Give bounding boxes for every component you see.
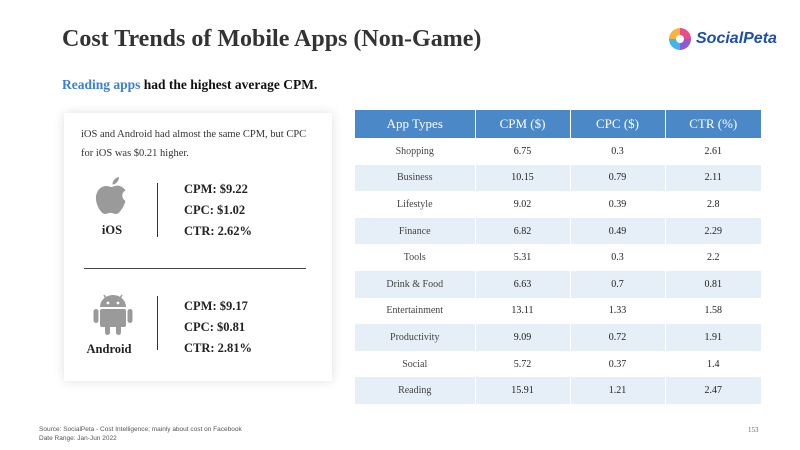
table-row: Drink & Food 6.63 0.7 0.81 xyxy=(355,270,761,298)
value-cell: 2.29 xyxy=(665,217,761,245)
page-number: 153 xyxy=(748,426,759,434)
date-range: Date Range: Jan-Jun 2022 xyxy=(39,434,117,442)
column-header: CPM ($) xyxy=(475,110,571,138)
value-cell: 1.33 xyxy=(570,297,666,325)
value-cell: 0.7 xyxy=(570,270,666,298)
table-row: Productivity 9.09 0.72 1.91 xyxy=(355,324,761,351)
socialpeta-logo: SocialPeta xyxy=(668,26,777,52)
source-note: Source: SocialPeta - Cost Intelligence; … xyxy=(39,426,242,433)
ios-divider xyxy=(157,183,158,237)
table-row: Lifestyle 9.02 0.39 2.8 xyxy=(355,191,761,218)
android-icon xyxy=(93,294,133,335)
app-type-cell: Drink & Food xyxy=(355,270,476,298)
app-type-cell: Tools xyxy=(355,244,476,271)
value-cell: 1.21 xyxy=(570,377,666,404)
value-cell: 9.02 xyxy=(475,191,571,218)
value-cell: 10.15 xyxy=(475,164,571,192)
value-cell: 5.72 xyxy=(475,350,571,378)
app-types-cost-table: App Types CPM ($) CPC ($) CTR (%) Shoppi… xyxy=(355,110,761,404)
value-cell: 2.61 xyxy=(665,138,761,165)
page-title: Cost Trends of Mobile Apps (Non-Game) xyxy=(62,26,482,52)
ios-ctr: CTR: 2.62% xyxy=(184,224,253,238)
value-cell: 5.31 xyxy=(475,244,571,271)
value-cell: 6.82 xyxy=(475,217,571,245)
subtitle: Reading apps had the highest average CPM… xyxy=(62,77,317,93)
table-row: Shopping 6.75 0.3 2.61 xyxy=(355,138,761,165)
subtitle-highlight: Reading apps xyxy=(62,77,141,92)
android-cpc: CPC: $0.81 xyxy=(184,320,246,334)
value-cell: 6.75 xyxy=(475,138,571,165)
platform-separator xyxy=(84,268,306,269)
ios-cpm: CPM: $9.22 xyxy=(184,182,248,196)
value-cell: 13.11 xyxy=(475,297,571,325)
value-cell: 2.11 xyxy=(665,164,761,192)
ios-label: iOS xyxy=(101,223,123,237)
apple-icon xyxy=(95,177,126,215)
value-cell: 2.2 xyxy=(665,244,761,271)
ios-cpc: CPC: $1.02 xyxy=(184,203,246,217)
app-type-cell: Reading xyxy=(355,377,476,404)
android-label: Android xyxy=(86,342,132,356)
column-header: CTR (%) xyxy=(665,110,761,138)
value-cell: 0.79 xyxy=(570,164,666,192)
value-cell: 0.39 xyxy=(570,191,666,218)
value-cell: 0.81 xyxy=(665,270,761,298)
platform-comparison-card: iOS and Android had almost the same CPM,… xyxy=(64,113,332,381)
table-row: Entertainment 13.11 1.33 1.58 xyxy=(355,297,761,325)
column-header: App Types xyxy=(355,110,476,138)
table-row: Tools 5.31 0.3 2.2 xyxy=(355,244,761,271)
column-header: CPC ($) xyxy=(570,110,666,138)
app-type-cell: Productivity xyxy=(355,324,476,351)
app-type-cell: Business xyxy=(355,164,476,192)
value-cell: 15.91 xyxy=(475,377,571,404)
table-row: Reading 15.91 1.21 2.47 xyxy=(355,377,761,404)
value-cell: 2.47 xyxy=(665,377,761,404)
value-cell: 0.3 xyxy=(570,244,666,271)
app-type-cell: Shopping xyxy=(355,138,476,165)
subtitle-rest: had the highest average CPM. xyxy=(140,77,318,92)
value-cell: 1.58 xyxy=(665,297,761,325)
value-cell: 0.37 xyxy=(570,350,666,378)
value-cell: 2.8 xyxy=(665,191,761,218)
value-cell: 0.3 xyxy=(570,138,666,165)
value-cell: 9.09 xyxy=(475,324,571,351)
socialpeta-logo-icon xyxy=(669,28,691,50)
table-row: Finance 6.82 0.49 2.29 xyxy=(355,217,761,245)
value-cell: 0.72 xyxy=(570,324,666,351)
ios-stats: CPM: $9.22 CPC: $1.02 CTR: 2.62% xyxy=(184,179,252,242)
value-cell: 0.49 xyxy=(570,217,666,245)
app-type-cell: Lifestyle xyxy=(355,191,476,218)
android-divider xyxy=(157,296,158,350)
app-type-cell: Finance xyxy=(355,217,476,245)
android-stats: CPM: $9.17 CPC: $0.81 CTR: 2.81% xyxy=(184,296,252,359)
logo-text: SocialPeta xyxy=(696,30,777,47)
value-cell: 6.63 xyxy=(475,270,571,298)
footer-source: Source: SocialPeta - Cost Intelligence; … xyxy=(39,426,242,443)
table-header-row: App Types CPM ($) CPC ($) CTR (%) xyxy=(355,110,761,138)
table-row: Business 10.15 0.79 2.11 xyxy=(355,164,761,192)
app-type-cell: Entertainment xyxy=(355,297,476,325)
value-cell: 1.91 xyxy=(665,324,761,351)
table-row: Social 5.72 0.37 1.4 xyxy=(355,350,761,378)
card-note: iOS and Android had almost the same CPM,… xyxy=(81,129,307,159)
android-ctr: CTR: 2.81% xyxy=(184,341,253,355)
android-cpm: CPM: $9.17 xyxy=(184,299,248,313)
app-type-cell: Social xyxy=(355,350,476,378)
value-cell: 1.4 xyxy=(665,350,761,378)
